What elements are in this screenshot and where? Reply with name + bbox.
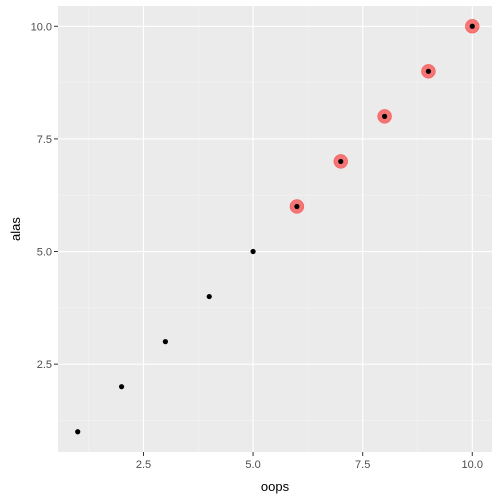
data-point xyxy=(75,429,81,435)
data-point xyxy=(118,384,125,390)
data-point xyxy=(425,68,432,74)
data-points xyxy=(75,23,475,435)
y-tick-label: 2.5 xyxy=(37,359,52,371)
data-point xyxy=(294,203,300,210)
plot-panel xyxy=(58,6,492,452)
highlighted-points xyxy=(289,19,480,214)
data-point xyxy=(338,158,344,165)
x-tick-label: 2.5 xyxy=(136,459,151,471)
data-point xyxy=(162,339,169,345)
x-axis-ticks: 2.5 5.0 7.5 10.0 xyxy=(136,452,483,471)
data-point xyxy=(250,248,256,255)
x-tick-label: 7.5 xyxy=(355,459,370,471)
x-tick-label: 10.0 xyxy=(462,459,483,471)
y-axis-ticks: 2.5 5.0 7.5 10.0 xyxy=(31,21,58,371)
x-axis-title: oops xyxy=(261,479,290,494)
y-tick-label: 10.0 xyxy=(31,21,52,33)
x-tick-label: 5.0 xyxy=(245,459,260,471)
data-point xyxy=(206,293,212,300)
minor-gridlines xyxy=(58,6,492,452)
y-axis-title: alas xyxy=(8,217,23,241)
data-point xyxy=(469,23,475,29)
y-tick-label: 7.5 xyxy=(37,134,52,146)
data-point xyxy=(381,113,388,119)
major-gridlines xyxy=(58,6,492,452)
y-tick-label: 5.0 xyxy=(37,247,52,259)
